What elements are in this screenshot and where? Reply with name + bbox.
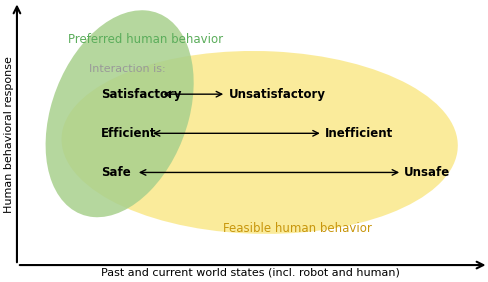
Text: Unsafe: Unsafe xyxy=(405,166,450,179)
Ellipse shape xyxy=(61,51,458,234)
Text: Interaction is:: Interaction is: xyxy=(89,64,166,74)
Text: Efficient: Efficient xyxy=(101,127,157,140)
Y-axis label: Human behavioral response: Human behavioral response xyxy=(4,56,14,213)
Text: Satisfactory: Satisfactory xyxy=(101,88,182,101)
Text: Feasible human behavior: Feasible human behavior xyxy=(223,222,371,235)
Ellipse shape xyxy=(45,10,194,217)
X-axis label: Past and current world states (incl. robot and human): Past and current world states (incl. rob… xyxy=(101,268,400,278)
Text: Preferred human behavior: Preferred human behavior xyxy=(68,33,223,46)
Text: Safe: Safe xyxy=(101,166,131,179)
Text: Unsatisfactory: Unsatisfactory xyxy=(229,88,326,101)
Text: Inefficient: Inefficient xyxy=(325,127,393,140)
